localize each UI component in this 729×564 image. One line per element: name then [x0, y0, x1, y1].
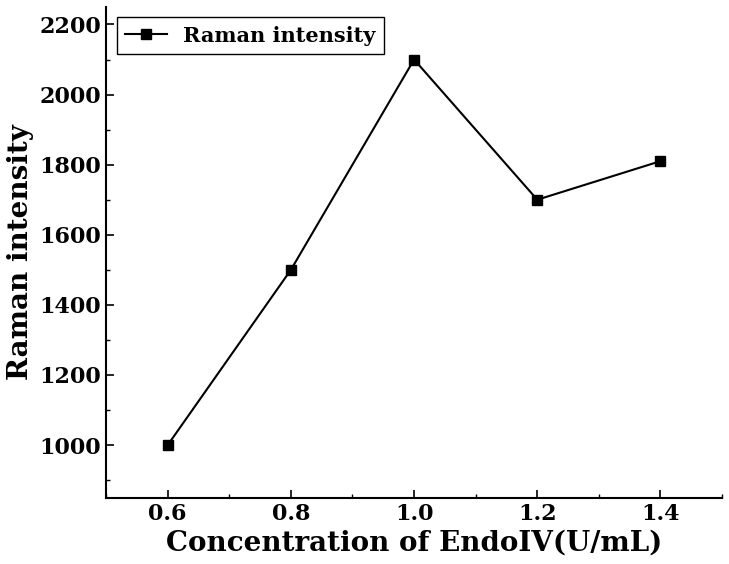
X-axis label: Concentration of EndoIV(U/mL): Concentration of EndoIV(U/mL): [166, 530, 662, 557]
Line: Raman intensity: Raman intensity: [163, 55, 666, 450]
Raman intensity: [656, 158, 665, 165]
Raman intensity: [533, 196, 542, 203]
Raman intensity: [163, 442, 172, 448]
Raman intensity: [286, 266, 295, 273]
Y-axis label: Raman intensity: Raman intensity: [7, 124, 34, 380]
Legend: Raman intensity: Raman intensity: [117, 17, 384, 54]
Raman intensity: [410, 56, 418, 63]
